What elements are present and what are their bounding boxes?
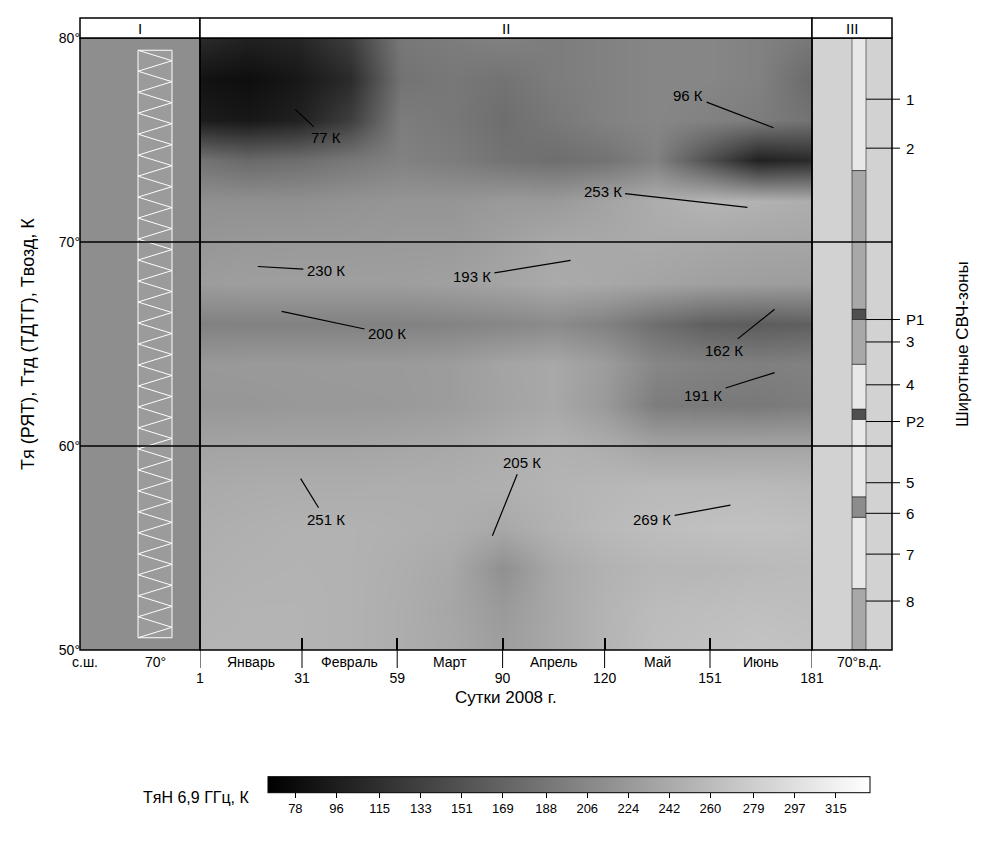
svg-text:Р1: Р1 [906,311,924,328]
svg-text:279: 279 [743,801,765,816]
svg-text:205 К: 205 К [503,454,541,471]
svg-text:269 К: 269 К [633,511,671,528]
svg-text:6: 6 [906,505,914,522]
svg-text:Апрель: Апрель [530,654,578,670]
svg-text:5: 5 [906,474,914,491]
svg-text:242: 242 [658,801,680,816]
svg-text:с.ш.: с.ш. [72,654,98,670]
svg-text:Март: Март [433,654,467,670]
svg-text:Tя (РЯТ), Tтд (ТДТГ), Tвозд, К: Tя (РЯТ), Tтд (ТДТГ), Tвозд, К [18,218,38,470]
svg-text:224: 224 [617,801,639,816]
svg-text:133: 133 [410,801,432,816]
svg-text:70°: 70° [145,654,166,670]
svg-text:77 К: 77 К [311,129,341,146]
svg-text:260: 260 [700,801,722,816]
svg-text:120: 120 [593,670,617,686]
svg-text:7: 7 [906,546,914,563]
svg-text:59: 59 [389,670,405,686]
svg-text:4: 4 [906,376,914,393]
svg-text:Июнь: Июнь [743,654,779,670]
svg-text:III: III [846,20,859,37]
svg-text:50°: 50° [59,642,80,658]
svg-text:115: 115 [369,801,390,816]
svg-text:1: 1 [906,91,914,108]
svg-text:1: 1 [196,670,204,686]
svg-text:315: 315 [825,801,847,816]
svg-text:96 К: 96 К [673,87,703,104]
svg-text:206: 206 [576,801,598,816]
svg-text:I: I [138,20,142,37]
svg-text:151: 151 [698,670,722,686]
svg-text:297: 297 [784,801,806,816]
svg-text:188: 188 [535,801,557,816]
svg-text:2: 2 [906,140,914,157]
svg-text:Январь: Январь [227,654,275,670]
svg-text:Сутки 2008 г.: Сутки 2008 г. [455,688,557,707]
svg-text:Р2: Р2 [906,413,924,430]
svg-text:3: 3 [906,333,914,350]
svg-text:181: 181 [800,670,824,686]
svg-text:169: 169 [492,801,514,816]
svg-text:60°: 60° [59,438,80,454]
svg-text:162 К: 162 К [705,342,743,359]
svg-text:31: 31 [294,670,310,686]
svg-text:251 К: 251 К [307,511,345,528]
svg-text:Май: Май [644,654,671,670]
svg-text:Февраль: Февраль [321,654,378,670]
svg-text:253 К: 253 К [584,183,622,200]
svg-text:151: 151 [451,801,473,816]
svg-text:96: 96 [329,801,343,816]
svg-text:230 К: 230 К [307,262,345,279]
svg-text:80°: 80° [59,30,80,46]
svg-text:TяH 6,9 ГГц, К: TяH 6,9 ГГц, К [143,789,250,806]
svg-text:200 К: 200 К [368,325,406,342]
svg-text:191 К: 191 К [684,387,722,404]
svg-text:78: 78 [288,801,302,816]
svg-text:193 К: 193 К [453,268,491,285]
svg-text:70°в.д.: 70°в.д. [837,654,882,670]
svg-text:8: 8 [906,593,914,610]
svg-text:90: 90 [495,670,511,686]
svg-text:II: II [502,20,510,37]
svg-text:70°: 70° [59,234,80,250]
svg-text:Широтные СВЧ-зоны: Широтные СВЧ-зоны [953,261,972,427]
